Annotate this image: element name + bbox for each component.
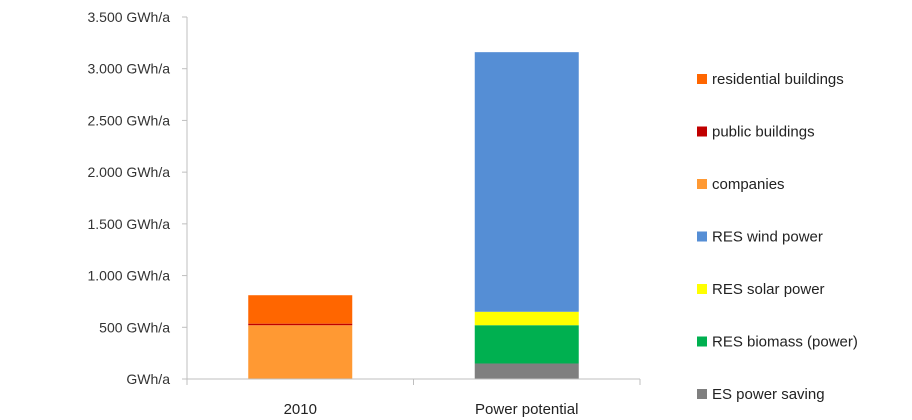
legend-swatch: [697, 389, 707, 399]
bar-segment-res-wind-power: [474, 52, 579, 312]
legend-label: RES biomass (power): [712, 334, 858, 351]
y-tick-label: 1.500 GWh/a: [88, 216, 171, 232]
bar-segment-public-buildings: [248, 323, 353, 326]
x-category-label: Power potential: [475, 401, 578, 418]
bar-segment-residential-buildings: [248, 295, 353, 324]
legend-label: ES power saving: [712, 386, 825, 403]
y-tick-label: 3.500 GWh/a: [88, 9, 171, 25]
bar-segment-res-solar-power: [474, 311, 579, 326]
bar-segment-es-power-saving: [474, 363, 579, 379]
x-axis: 2010 Power potential: [186, 378, 641, 418]
legend-label: RES solar power: [712, 281, 825, 298]
legend: residential buildings public buildings com…: [697, 71, 858, 403]
legend-label: public buildings: [712, 124, 815, 141]
legend-swatch: [697, 336, 707, 347]
legend-label: companies: [712, 176, 785, 193]
bar-segment-companies: [248, 325, 353, 379]
legend-label: RES wind power: [712, 229, 823, 246]
y-axis: 3.500 GWh/a 3.000 GWh/a 2.500 GWh/a 2.000 G…: [88, 9, 188, 387]
y-tick-label: 500 GWh/a: [99, 319, 170, 335]
bar-segment-res-biomass-power: [474, 325, 579, 364]
legend-swatch: [697, 74, 707, 84]
legend-swatch: [697, 179, 707, 189]
y-tick-label: 3.000 GWh/a: [88, 61, 171, 77]
bars: [248, 52, 579, 379]
legend-swatch: [697, 284, 707, 294]
y-tick-label: GWh/a: [126, 371, 170, 387]
y-tick-label: 2.500 GWh/a: [88, 112, 171, 128]
y-tick-label: 2.000 GWh/a: [88, 164, 171, 180]
legend-label: residential buildings: [712, 71, 844, 88]
x-category-label: 2010: [284, 401, 317, 418]
legend-swatch: [697, 231, 707, 242]
legend-swatch: [697, 126, 707, 137]
y-tick-label: 1.000 GWh/a: [88, 268, 171, 284]
